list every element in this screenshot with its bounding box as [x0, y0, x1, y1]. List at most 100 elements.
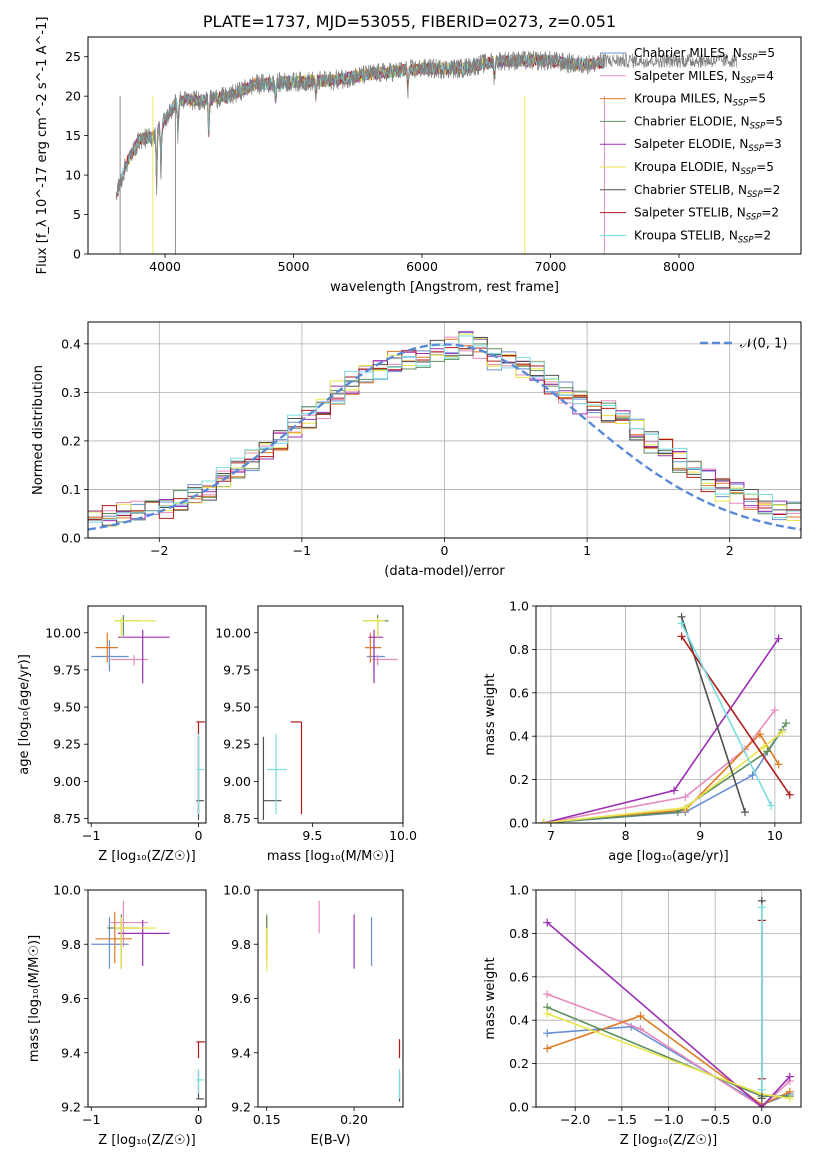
mass-weight-marker [677, 632, 686, 641]
y-tick-label: 9.00 [223, 774, 251, 789]
errorbar-point [366, 640, 385, 672]
x-tick-label: 1 [583, 543, 591, 558]
x-tick-label: −0.5 [700, 1112, 730, 1127]
y-tick-label: 1.0 [509, 883, 529, 898]
residual-histogram-step [88, 335, 801, 538]
mass-weight-marker [673, 808, 682, 817]
y-tick-label: 0.8 [509, 926, 529, 941]
x-tick-label: −1 [82, 828, 100, 843]
y-tick-label: 0.2 [509, 1056, 529, 1071]
axes-weight-vs-age: 7 8 9 10 0.0 0.2 0.4 0.6 0.8 1.0 age [log₁₀(age/yr… [483, 599, 802, 864]
y-tick-label: 10.0 [53, 883, 81, 898]
x-tick-label: 7000 [535, 259, 567, 274]
y-tick-label: 0.3 [61, 385, 81, 400]
y-tick-label: 0.4 [61, 336, 81, 351]
mass-weight-marker [770, 706, 779, 715]
errorbar-point [114, 614, 140, 636]
errorbar-point [196, 1041, 205, 1059]
y-axis-label: Flux [f_λ 10^-17 erg cm^-2 s^-1 A^-1] [35, 17, 50, 275]
mass-weight-marker [755, 730, 764, 739]
spectrum-legend: Chabrier MILES, NSSP=5 Salpeter MILES, NS… [600, 46, 783, 245]
mass-weight-marker [782, 719, 791, 728]
x-tick-label: 6000 [406, 259, 438, 274]
mass-weight-marker [543, 990, 552, 999]
y-tick-label: 0.6 [509, 969, 529, 984]
mass-weight-marker [757, 1103, 766, 1107]
gaussian-reference-curve [88, 343, 801, 531]
mass-weight-marker [757, 1085, 766, 1094]
x-axis-label: wavelength [Angstrom, rest frame] [330, 280, 559, 295]
plot-area [91, 900, 205, 1100]
y-tick-label: 9.6 [231, 991, 251, 1006]
x-axis-label: mass [log₁₀(M/M☉)] [267, 849, 394, 864]
errorbar-point [372, 655, 398, 666]
mass-weight-marker [774, 634, 783, 643]
mass-weight-marker [785, 1072, 794, 1081]
x-tick-label: 5000 [278, 259, 310, 274]
errorbar-point [196, 1069, 204, 1094]
x-axis-label: Z [log₁₀(Z/Z☉)] [620, 1133, 717, 1148]
legend-entry: Chabrier STELIB, NSSP=2 [634, 183, 780, 200]
x-tick-label: −2 [150, 543, 168, 558]
y-tick-label: 9.6 [61, 991, 81, 1006]
errorbar-point [196, 733, 204, 815]
plot-area [266, 900, 401, 1102]
y-tick-label: 8.75 [53, 811, 81, 826]
x-tick-label: 10 [767, 828, 783, 843]
x-tick-label: 0.20 [340, 1112, 368, 1127]
errorbar-point [95, 911, 132, 964]
y-tick-label: 9.50 [53, 700, 81, 715]
mass-weight-marker [543, 1044, 552, 1053]
x-tick-label: 0 [441, 543, 449, 558]
mass-weight-marker [763, 747, 772, 756]
y-tick-label: 0.0 [509, 816, 529, 831]
mass-weight-series-line [546, 993, 791, 1107]
y-tick-label: 9.00 [53, 774, 81, 789]
mass-weight-marker [757, 1094, 766, 1103]
errorbar-point [110, 655, 149, 666]
y-tick-label: 10.00 [45, 625, 81, 640]
y-tick-label: 0.0 [61, 531, 81, 546]
x-tick-label: 9.5 [302, 828, 322, 843]
errorbar-point [91, 917, 129, 969]
x-axis-label: (data-model)/error [384, 564, 505, 579]
x-tick-label: 9 [696, 828, 704, 843]
mass-weight-series-line [680, 616, 746, 813]
x-tick-label: −2.0 [560, 1112, 590, 1127]
errorbar-point [118, 919, 170, 966]
mass-weight-series-line [680, 635, 791, 796]
mass-weight-marker [543, 1029, 552, 1038]
axes-spectrum: 4000 5000 6000 7000 8000 0 5 10 15 20 25 wavelength… [35, 17, 802, 295]
figure-title: PLATE=1737, MJD=53055, FIBERID=0273, z=0… [202, 12, 617, 31]
x-tick-label: 10.0 [389, 828, 417, 843]
y-tick-label: 0.1 [61, 482, 81, 497]
errorbar-point [114, 917, 156, 969]
legend-entry: Kroupa ELODIE, NSSP=5 [634, 160, 774, 177]
mass-weight-marker [543, 918, 552, 927]
mass-weight-marker [741, 808, 750, 817]
errorbar-point [290, 721, 303, 815]
y-axis-label: Normed distribution [31, 365, 46, 495]
mass-weight-marker [677, 619, 686, 628]
mass-weight-marker [539, 819, 548, 823]
mass-weight-marker [778, 727, 787, 736]
y-tick-label: 0.4 [509, 729, 529, 744]
legend-entry: Chabrier MILES, NSSP=5 [634, 46, 775, 63]
axes-weight-vs-Z: −2.0 −1.5 −1.0 −0.5 0.0 0.0 0.2 0.4 0.6 0.8 1.0 Z [… [483, 883, 802, 1148]
x-axis-label: Z [log₁₀(Z/Z☉)] [98, 1133, 195, 1148]
x-tick-label: 0 [195, 1112, 203, 1127]
y-tick-label: 0 [73, 247, 81, 262]
axes-frame [257, 889, 404, 1108]
plot-area [539, 612, 794, 823]
axes-mass-vs-ebv: 0.15 0.20 9.2 9.4 9.6 9.8 10.0 E(B-V) [223, 883, 404, 1148]
y-tick-label: 0.2 [61, 433, 81, 448]
legend-entry: Salpeter MILES, NSSP=4 [634, 69, 774, 86]
errorbar-point [267, 733, 287, 815]
y-tick-label: 10 [65, 168, 81, 183]
mass-weight-series-line [543, 731, 783, 823]
y-tick-label: 9.50 [223, 700, 251, 715]
y-tick-label: 20 [65, 89, 81, 104]
x-axis-label: age [log₁₀(age/yr)] [608, 849, 729, 864]
y-tick-label: 0.2 [509, 772, 529, 787]
mass-weight-marker [636, 1011, 645, 1020]
